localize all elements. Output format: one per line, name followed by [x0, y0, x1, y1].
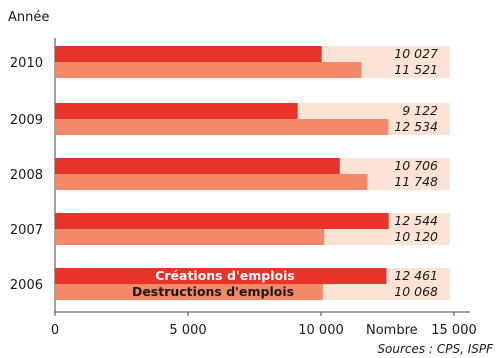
legend-label-destructions: Destructions d'emplois: [132, 284, 294, 299]
creations-value-label-2008: 10 706: [394, 158, 438, 173]
x-tick-label-10000: 10 000: [298, 323, 344, 338]
source-note: Sources : CPS, ISPF: [377, 342, 494, 356]
destructions-bar-2009: [55, 119, 389, 135]
x-tick-label-0: 0: [51, 323, 59, 338]
creations-bar-2008: [55, 158, 340, 174]
creations-bar-2009: [55, 103, 298, 119]
destructions-bar-2008: [55, 174, 368, 190]
y-axis-label: Année: [8, 10, 49, 25]
category-label-2010: 2010: [10, 56, 43, 71]
x-tick-label-15000: 15 000: [431, 323, 477, 338]
destructions-value-label-2009: 12 534: [394, 119, 438, 134]
x-tick-label-5000: 5 000: [169, 323, 206, 338]
destructions-value-label-2010: 11 521: [394, 62, 438, 77]
destructions-bar-2006: [55, 284, 323, 300]
creations-value-label-2007: 12 544: [394, 213, 438, 228]
creations-bar-2007: [55, 213, 389, 229]
category-label-2006: 2006: [10, 278, 43, 293]
x-ticks-layer: 0 5 000 10 000 15 000: [51, 312, 477, 338]
creations-value-label-2010: 10 027: [394, 46, 438, 61]
legend-label-creations: Créations d'emplois: [155, 268, 295, 283]
x-axis-label: Nombre: [366, 323, 418, 338]
category-label-2009: 2009: [10, 113, 43, 128]
destructions-value-label-2006: 10 068: [394, 284, 438, 299]
destructions-bar-2010: [55, 62, 362, 78]
creations-value-label-2006: 12 461: [394, 268, 438, 283]
destructions-value-label-2008: 11 748: [394, 174, 438, 189]
creations-bar-2010: [55, 46, 322, 62]
category-label-2007: 2007: [10, 223, 43, 238]
category-label-2008: 2008: [10, 168, 43, 183]
creations-bar-2006: [55, 268, 387, 284]
destructions-value-label-2007: 10 120: [394, 229, 438, 244]
creations-value-label-2009: 9 122: [402, 103, 438, 118]
destructions-bar-2007: [55, 229, 325, 245]
